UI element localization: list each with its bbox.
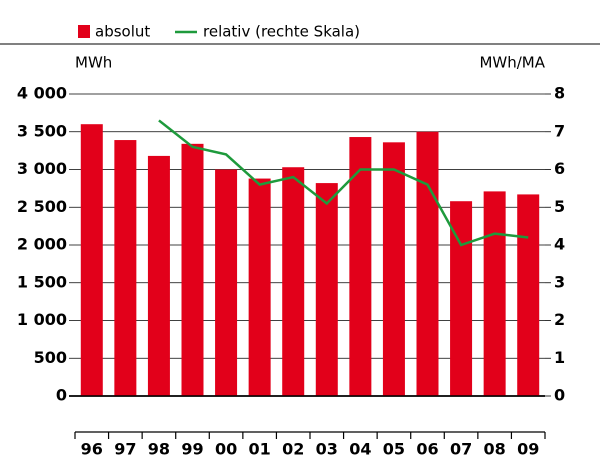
- y2-tick-label: 0: [554, 386, 565, 405]
- x-tick-label: 04: [349, 440, 371, 459]
- bar: [181, 143, 204, 396]
- bar: [147, 155, 170, 396]
- y-tick-label: 500: [34, 348, 67, 367]
- y2-tick-label: 5: [554, 197, 565, 216]
- y2-tick-label: 2: [554, 310, 565, 329]
- bar: [282, 167, 305, 396]
- bar: [114, 140, 137, 396]
- y-tick-label: 1 500: [17, 272, 67, 291]
- x-tick-label: 05: [383, 440, 405, 459]
- y-tick-label: 3 000: [17, 159, 67, 178]
- x-tick-label: 08: [484, 440, 506, 459]
- bar: [349, 137, 372, 396]
- x-tick-label: 96: [81, 440, 103, 459]
- y2-tick-label: 1: [554, 348, 565, 367]
- x-tick-label: 98: [148, 440, 170, 459]
- x-tick-label: 07: [450, 440, 472, 459]
- bar: [517, 194, 540, 396]
- bar: [248, 178, 271, 396]
- y-tick-label: 4 000: [17, 84, 67, 103]
- y2-tick-label: 7: [554, 121, 565, 140]
- bar: [450, 201, 473, 396]
- line: [158, 119, 529, 247]
- y2-tick-label: 3: [554, 272, 565, 291]
- bar: [382, 142, 405, 396]
- bar: [416, 131, 439, 396]
- x-tick-label: 09: [517, 440, 539, 459]
- y-tick-label: 2 500: [17, 197, 67, 216]
- bar: [315, 183, 338, 396]
- y-tick-label: 0: [56, 386, 67, 405]
- y2-tick-label: 8: [554, 84, 565, 103]
- y-tick-label: 3 500: [17, 121, 67, 140]
- y-tick-label: 1 000: [17, 310, 67, 329]
- y-tick-label: 2 000: [17, 235, 67, 254]
- bar: [483, 191, 506, 396]
- x-tick-label: 06: [416, 440, 438, 459]
- y-axis-label: MWh: [75, 54, 112, 72]
- bar: [215, 169, 238, 396]
- x-tick-label: 02: [282, 440, 304, 459]
- x-tick-label: 99: [181, 440, 203, 459]
- legend-swatch: [78, 25, 90, 38]
- legend-label: absolut: [95, 23, 150, 41]
- x-tick-label: 97: [114, 440, 136, 459]
- x-tick-label: 01: [249, 440, 271, 459]
- bar: [80, 124, 103, 396]
- y2-tick-label: 4: [554, 235, 565, 254]
- y2-tick-label: 6: [554, 159, 565, 178]
- x-tick-label: 00: [215, 440, 237, 459]
- x-tick-label: 03: [316, 440, 338, 459]
- legend-label: relativ (rechte Skala): [203, 23, 360, 41]
- y2-axis-label: MWh/MA: [479, 54, 545, 72]
